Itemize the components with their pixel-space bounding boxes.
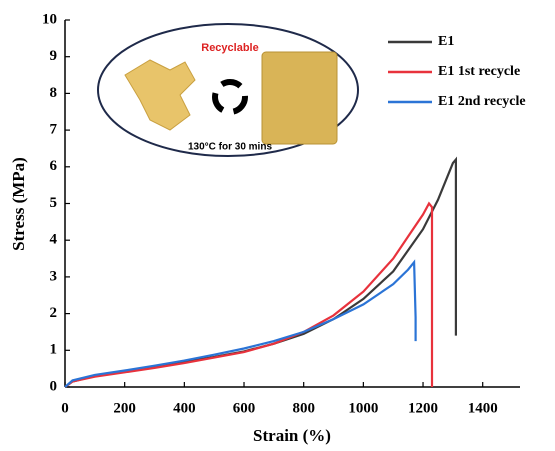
data-line <box>64 259 417 388</box>
legend-label: E1 1st recycle <box>438 64 520 79</box>
y-tick-label: 10 <box>42 11 57 27</box>
recycle-icon <box>212 79 248 115</box>
y-tick-label: 9 <box>50 48 58 64</box>
y-tick-label: 6 <box>50 158 58 174</box>
x-tick-label: 200 <box>113 400 136 416</box>
legend-label: E1 <box>438 34 454 49</box>
x-tick-label: 400 <box>173 400 196 416</box>
inset-pieces <box>124 59 196 131</box>
y-tick-label: 1 <box>50 342 58 358</box>
x-tick-label: 1400 <box>468 400 498 416</box>
x-tick-label: 600 <box>233 400 256 416</box>
y-tick-label: 3 <box>50 268 58 284</box>
x-tick-label: 1000 <box>348 400 378 416</box>
y-tick-label: 7 <box>50 122 58 138</box>
y-tick-label: 2 <box>50 305 58 321</box>
data-line <box>64 156 457 388</box>
legend-label: E1 2nd recycle <box>438 94 526 109</box>
inset-film <box>261 51 338 145</box>
x-tick-label: 1200 <box>408 400 438 416</box>
y-tick-label: 0 <box>50 378 58 394</box>
x-tick-label: 0 <box>61 400 69 416</box>
y-tick-label: 4 <box>50 232 58 248</box>
x-axis-title: Strain (%) <box>253 426 331 445</box>
y-tick-label: 5 <box>50 195 58 211</box>
y-tick-label: 8 <box>50 85 58 101</box>
inset-label: Recyclable <box>201 42 258 54</box>
x-tick-label: 800 <box>292 400 315 416</box>
inset: Recyclable 130°C for 30 mins <box>97 23 359 157</box>
y-axis-title: Stress (MPa) <box>9 157 28 251</box>
inset-label: 130°C for 30 mins <box>188 142 272 153</box>
data-line <box>64 201 434 388</box>
